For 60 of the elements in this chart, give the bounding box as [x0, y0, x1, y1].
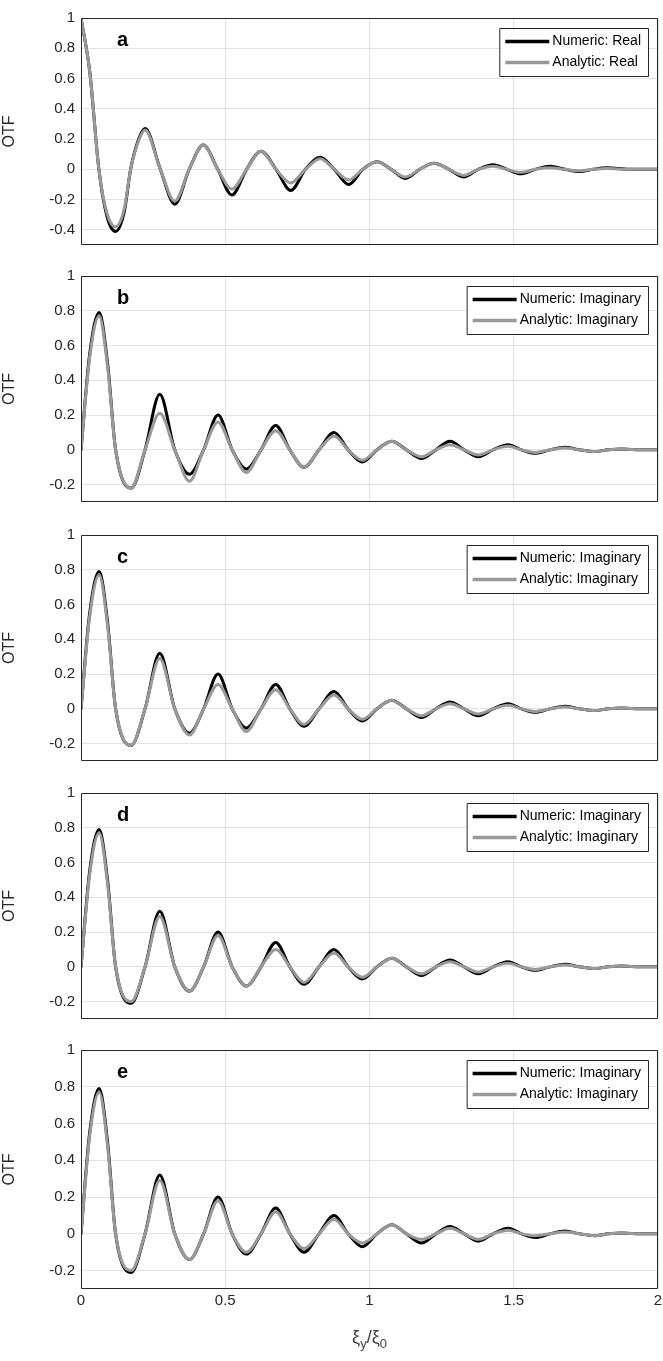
y-tick-label: 0.4 [54, 370, 75, 388]
legend-label: Numeric: Imaginary [519, 549, 642, 566]
y-tick-label: 0.8 [54, 300, 75, 318]
y-axis-title: OTF [0, 1153, 18, 1186]
annotation: d [117, 802, 130, 825]
y-tick-label: 0.6 [54, 594, 75, 612]
legend-label: Analytic: Imaginary [519, 1085, 638, 1102]
y-tick-label: 0.2 [54, 129, 75, 147]
y-tick-label: 0.2 [54, 922, 75, 940]
legend-label: Analytic: Imaginary [519, 828, 638, 845]
y-tick-label: -0.4 [49, 220, 75, 238]
legend-label: Analytic: Imaginary [519, 570, 638, 587]
y-tick-label: 0 [66, 698, 75, 716]
y-tick-label: 1 [66, 783, 75, 801]
legend-label: Analytic: Real [552, 53, 638, 70]
y-tick-label: 0.6 [54, 68, 75, 86]
y-axis-title: OTF [0, 889, 18, 922]
x-tick-label: 0.5 [214, 1291, 236, 1309]
y-axis-title: OTF [0, 115, 18, 148]
legend-label: Numeric: Imaginary [519, 290, 642, 307]
annotation: c [117, 544, 129, 567]
legend-label: Numeric: Real [552, 32, 642, 49]
legend-label: Analytic: Imaginary [519, 311, 638, 328]
y-tick-label: 0 [66, 1223, 75, 1241]
y-tick-label: 0.2 [54, 664, 75, 682]
y-tick-label: 1 [66, 1040, 75, 1058]
y-tick-label: 1 [66, 8, 75, 26]
y-tick-label: 0 [66, 956, 75, 974]
y-tick-label: 0.8 [54, 1076, 75, 1094]
y-tick-label: 0.8 [54, 817, 75, 835]
y-tick-label: 0.2 [54, 1187, 75, 1205]
y-tick-label: 0.6 [54, 852, 75, 870]
annotation: e [117, 1059, 129, 1082]
y-tick-label: 0.4 [54, 98, 75, 116]
x-tick-label: 2 [653, 1291, 663, 1309]
legend-label: Numeric: Imaginary [519, 807, 642, 824]
y-tick-label: 1 [66, 525, 75, 543]
x-tick-label: 1 [365, 1291, 374, 1309]
y-tick-label: 0.4 [54, 629, 75, 647]
y-axis-title: OTF [0, 631, 18, 664]
x-tick-label: 1.5 [503, 1291, 525, 1309]
y-tick-label: 0.6 [54, 1113, 75, 1131]
y-tick-label: -0.2 [49, 991, 75, 1009]
y-tick-label: 0.6 [54, 335, 75, 353]
y-tick-label: 0.8 [54, 38, 75, 56]
annotation: a [117, 27, 129, 50]
y-tick-label: 0 [66, 159, 75, 177]
y-axis-title: OTF [0, 372, 18, 405]
y-tick-label: 0.4 [54, 887, 75, 905]
y-tick-label: -0.2 [49, 189, 75, 207]
y-tick-label: -0.2 [49, 1260, 75, 1278]
y-tick-label: 1 [66, 266, 75, 284]
y-tick-label: -0.2 [49, 733, 75, 751]
legend-label: Numeric: Imaginary [519, 1064, 642, 1081]
y-tick-label: 0.8 [54, 559, 75, 577]
y-tick-label: -0.2 [49, 474, 75, 492]
y-tick-label: 0 [66, 439, 75, 457]
y-tick-label: 0.2 [54, 405, 75, 423]
y-tick-label: 0.4 [54, 1150, 75, 1168]
annotation: b [117, 285, 130, 308]
